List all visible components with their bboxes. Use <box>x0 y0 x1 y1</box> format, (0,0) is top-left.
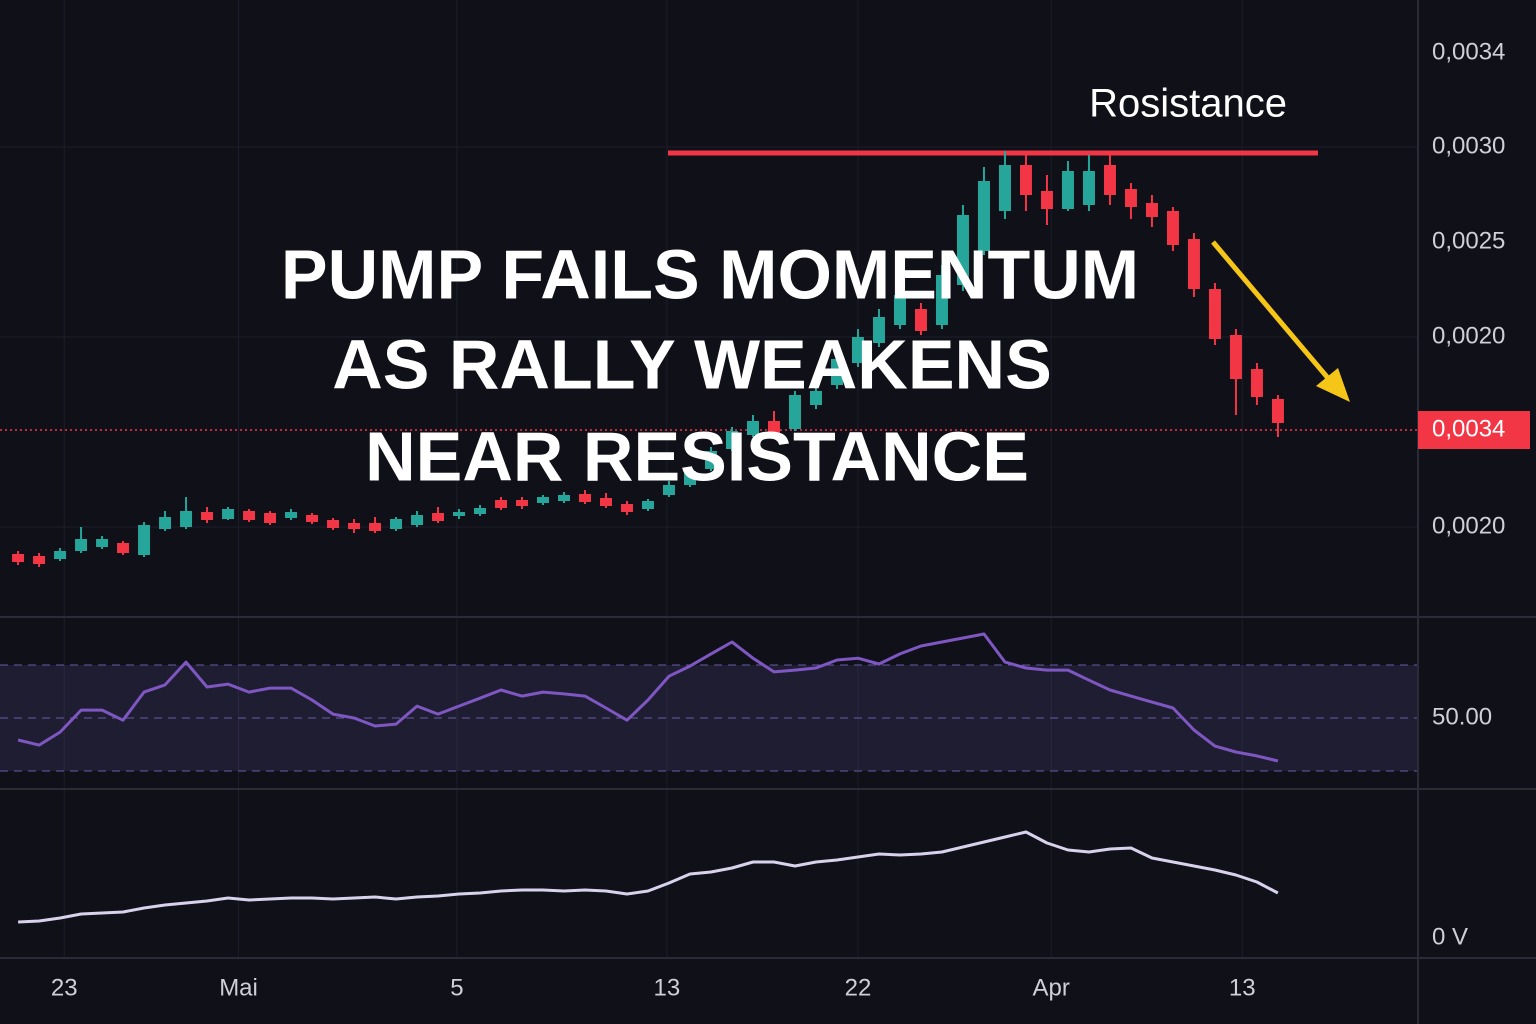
resistance-label: Rosistance <box>1089 82 1287 126</box>
candle-body <box>767 421 780 435</box>
candle-body <box>851 337 864 363</box>
y-axis-label: 0,0034 <box>1432 38 1505 65</box>
candle-body <box>600 498 613 506</box>
candle-body <box>1040 191 1053 209</box>
x-tick-label: 13 <box>1229 974 1256 1001</box>
candle-body <box>12 554 25 562</box>
candle-body <box>96 539 109 547</box>
x-tick-label: 23 <box>51 974 78 1001</box>
headline: PUMP FAILS MOMENTUM <box>281 235 1139 313</box>
x-tick-label: Mai <box>219 974 258 1001</box>
candle-body <box>75 539 88 551</box>
candle-body <box>1124 189 1137 207</box>
x-tick-label: 22 <box>845 974 872 1001</box>
candle-body <box>1208 289 1221 339</box>
grid <box>0 0 1418 958</box>
candle-body <box>138 525 151 555</box>
candle-body <box>830 359 843 385</box>
candle-body <box>1061 171 1074 209</box>
arrow-shaft <box>1211 240 1335 386</box>
candle-body <box>516 500 529 506</box>
candle-body <box>809 391 822 405</box>
candle-body <box>264 513 277 523</box>
candle-body <box>579 494 592 502</box>
candle-body <box>222 509 235 519</box>
y-axis-label: 0,0030 <box>1432 132 1505 159</box>
candle-body <box>956 215 969 285</box>
candle-body <box>558 495 571 501</box>
candle-body <box>180 511 193 527</box>
candle-body <box>54 551 67 559</box>
candle-body <box>390 519 403 529</box>
y-axis-label: 0,0020 <box>1432 322 1505 349</box>
candle-body <box>998 165 1011 211</box>
candle-body <box>1019 165 1032 195</box>
candle-body <box>243 511 256 520</box>
candle-body <box>33 556 46 564</box>
candle-body <box>306 515 319 522</box>
candle-body <box>537 497 550 503</box>
candle-body <box>977 181 990 251</box>
candle-body <box>788 395 801 429</box>
price-tag-box <box>1418 411 1530 449</box>
candle-body <box>893 295 906 325</box>
headline: NEAR RESISTANCE <box>365 417 1029 495</box>
candle-body <box>411 515 424 525</box>
candle-body <box>746 421 759 435</box>
candle-body <box>285 512 298 518</box>
candle-body <box>201 512 214 520</box>
plot <box>0 150 1418 924</box>
candle-body <box>1250 369 1263 397</box>
x-tick-label: 5 <box>450 974 463 1001</box>
candle-body <box>1145 203 1158 217</box>
candle-body <box>662 485 675 495</box>
candle-body <box>935 275 948 325</box>
y-tick-label: 0 V <box>1432 923 1468 950</box>
x-tick-label: Apr <box>1032 974 1069 1001</box>
arrow-head <box>1316 368 1350 402</box>
candle-body <box>348 523 361 529</box>
trend-arrow <box>1211 240 1350 402</box>
candle-body <box>914 309 927 331</box>
candle-body <box>369 523 382 531</box>
candle-body <box>1103 165 1116 195</box>
headline: AS RALLY WEAKENS <box>332 325 1052 403</box>
candle-body <box>117 543 130 553</box>
candle-body <box>1166 211 1179 245</box>
candle-body <box>327 520 340 528</box>
y-axis-label: 0,0020 <box>1432 512 1505 539</box>
candle-body <box>1229 335 1242 379</box>
candle-body <box>159 517 172 529</box>
candle-body <box>1271 399 1284 423</box>
indicator-line <box>18 830 1279 924</box>
candle-body <box>474 508 487 514</box>
price-tag: 0,0034 <box>1432 415 1505 442</box>
indicator-line <box>17 632 1279 763</box>
candle-body <box>432 513 445 521</box>
candle-body <box>1187 239 1200 289</box>
y-axis-label: 0,0025 <box>1432 227 1505 254</box>
x-tick-label: 13 <box>654 974 681 1001</box>
candle-body <box>872 317 885 343</box>
candle-body <box>621 504 634 512</box>
candle-body <box>495 500 508 508</box>
candle-body <box>725 431 738 449</box>
candle-body <box>642 501 655 509</box>
candle-body <box>453 512 466 516</box>
y-tick-label: 50.00 <box>1432 703 1492 730</box>
candle-body <box>704 451 717 469</box>
candle-body <box>683 471 696 485</box>
candle-body <box>1082 171 1095 205</box>
